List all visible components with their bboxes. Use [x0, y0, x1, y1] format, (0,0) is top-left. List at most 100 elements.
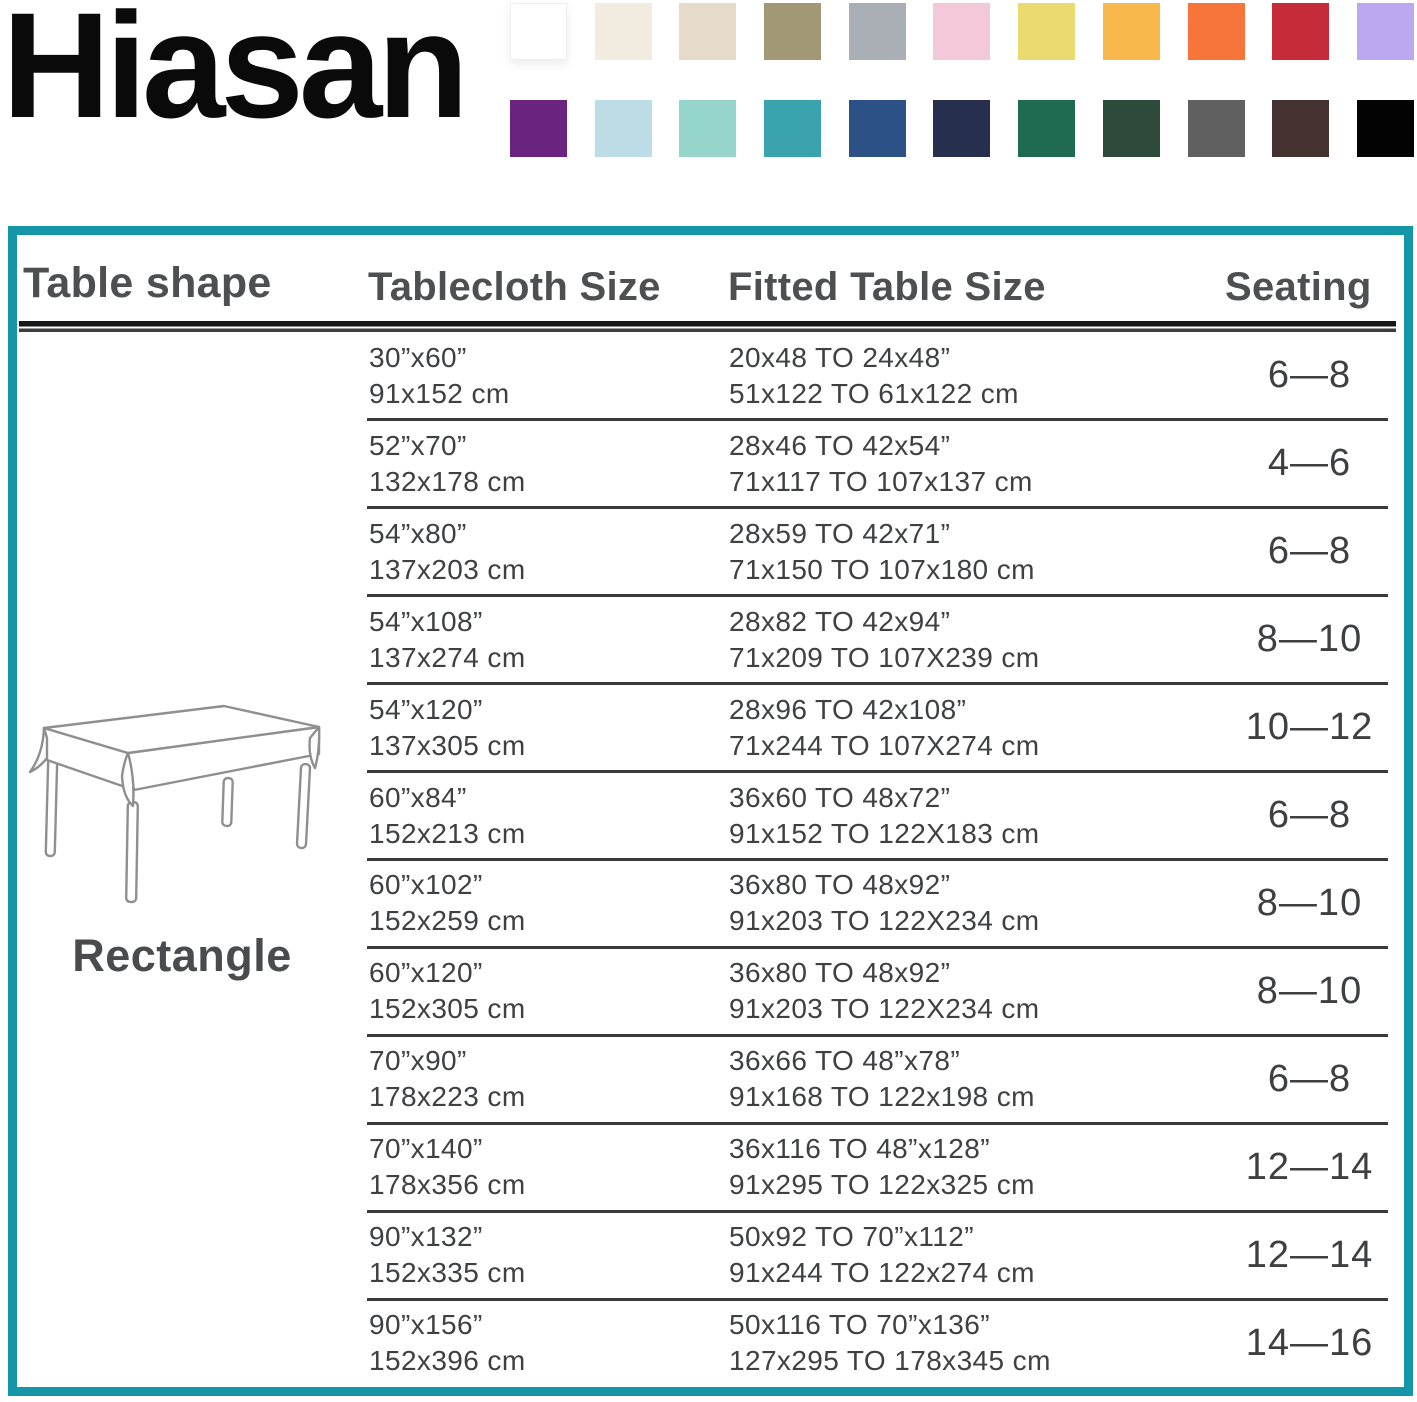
fitted-size-cm: 71x209 TO 107X239 cm: [729, 641, 1040, 673]
tablecloth-size-inches: 60”x84”: [369, 781, 467, 813]
tablecloth-size-inches: 54”x80”: [369, 517, 467, 549]
fitted-size-cm: 91x244 TO 122x274 cm: [729, 1257, 1035, 1289]
tablecloth-size-inches: 52”x70”: [369, 429, 467, 461]
fitted-table-size-cell: 36x66 TO 48”x78” 91x168 TO 122x198 cm: [729, 1046, 1225, 1112]
tablecloth-size-cell: 54”x120” 137x305 cm: [367, 693, 729, 761]
fitted-table-size-cell: 28x82 TO 42x94” 71x209 TO 107X239 cm: [729, 605, 1225, 673]
fitted-size-inches: 36x116 TO 48”x128”: [729, 1133, 990, 1165]
shape-label: Rectangle: [72, 930, 292, 981]
tablecloth-size-cell: 52”x70” 132x178 cm: [367, 429, 729, 497]
color-swatch: [594, 3, 652, 60]
column-header-table-shape: Table shape: [23, 259, 272, 307]
fitted-size-inches: 50x116 TO 70”x136”: [729, 1309, 990, 1341]
tablecloth-size-inches: 30”x60”: [369, 341, 467, 373]
size-rows: 30”x60” 91x152 cm 20x48 TO 24x48” 51x122…: [367, 332, 1404, 1387]
seating-range: 6—8: [1267, 530, 1352, 573]
size-chart-table: Table shape Tablecloth Size Fitted Table…: [8, 226, 1413, 1396]
tablecloth-size-cell: 90”x132” 152x335 cm: [367, 1222, 729, 1288]
color-swatch: [1187, 100, 1245, 157]
fitted-size-cm: 91x295 TO 122x325 cm: [729, 1169, 1035, 1201]
color-swatch: [594, 100, 652, 157]
seating-range: 4—6: [1267, 442, 1352, 485]
fitted-size-cm: 91x203 TO 122X234 cm: [729, 905, 1040, 937]
tablecloth-size-cm: 152x305 cm: [369, 993, 526, 1025]
fitted-size-cm: 91x168 TO 122x198 cm: [729, 1081, 1035, 1113]
tablecloth-size-cm: 137x305 cm: [369, 729, 526, 761]
fitted-table-size-cell: 50x92 TO 70”x112” 91x244 TO 122x274 cm: [729, 1222, 1225, 1288]
tablecloth-size-inches: 54”x120”: [369, 693, 483, 725]
color-swatch: [1356, 3, 1414, 60]
tablecloth-size-cell: 54”x80” 137x203 cm: [367, 517, 729, 585]
fitted-table-size-cell: 50x116 TO 70”x136” 127x295 TO 178x345 cm: [729, 1310, 1225, 1376]
fitted-table-size-cell: 36x80 TO 48x92” 91x203 TO 122X234 cm: [729, 958, 1225, 1024]
fitted-size-cm: 71x150 TO 107x180 cm: [729, 553, 1035, 585]
fitted-size-inches: 28x82 TO 42x94”: [729, 605, 951, 637]
seating-range: 12—14: [1245, 1145, 1374, 1188]
fitted-table-size-cell: 36x116 TO 48”x128” 91x295 TO 122x325 cm: [729, 1134, 1225, 1200]
color-swatch: [933, 3, 991, 60]
tablecloth-size-cell: 60”x84” 152x213 cm: [367, 781, 729, 849]
tablecloth-size-cell: 60”x102” 152x259 cm: [367, 870, 729, 936]
fitted-size-inches: 36x80 TO 48x92”: [729, 957, 951, 989]
table-row: 60”x84” 152x213 cm 36x60 TO 48x72” 91x15…: [367, 772, 1404, 861]
column-header-fitted-table-size: Fitted Table Size: [728, 265, 1046, 309]
fitted-size-inches: 28x59 TO 42x71”: [729, 517, 951, 549]
tablecloth-size-inches: 70”x140”: [369, 1133, 483, 1165]
tablecloth-size-cell: 54”x108” 137x274 cm: [367, 606, 729, 673]
seating-range: 14—16: [1245, 1321, 1374, 1364]
fitted-size-cm: 71x117 TO 107x137 cm: [729, 465, 1033, 497]
tablecloth-size-cell: 30”x60” 91x152 cm: [367, 341, 729, 409]
color-swatch: [1102, 100, 1160, 157]
fitted-size-cm: 91x203 TO 122X234 cm: [729, 993, 1040, 1025]
seating-range: 8—10: [1256, 881, 1363, 924]
table-row: 30”x60” 91x152 cm 20x48 TO 24x48” 51x122…: [367, 332, 1404, 422]
tablecloth-size-cm: 152x396 cm: [369, 1345, 526, 1377]
tablecloth-size-cell: 70”x90” 178x223 cm: [367, 1046, 729, 1112]
fitted-table-size-cell: 28x46 TO 42x54” 71x117 TO 107x137 cm: [729, 429, 1225, 497]
color-swatch: [848, 100, 906, 157]
column-header-seating: Seating: [1225, 265, 1372, 309]
tablecloth-size-cm: 178x223 cm: [369, 1081, 526, 1113]
table-shape-column: Rectangle: [17, 332, 367, 1387]
fitted-table-size-cell: 28x96 TO 42x108” 71x244 TO 107X274 cm: [729, 694, 1225, 761]
table-row: 52”x70” 132x178 cm 28x46 TO 42x54” 71x11…: [367, 420, 1404, 510]
fitted-size-inches: 28x46 TO 42x54”: [729, 429, 951, 461]
color-swatch: [1272, 100, 1330, 157]
tablecloth-size-cell: 70”x140” 178x356 cm: [367, 1134, 729, 1200]
table-row: 60”x120” 152x305 cm 36x80 TO 48x92” 91x2…: [367, 947, 1404, 1037]
color-swatch: [1356, 100, 1414, 157]
color-swatch: [764, 3, 822, 60]
table-row: 54”x108” 137x274 cm 28x82 TO 42x94” 71x2…: [367, 596, 1404, 686]
fitted-size-inches: 36x80 TO 48x92”: [729, 869, 951, 901]
fitted-size-cm: 71x244 TO 107X274 cm: [729, 729, 1040, 761]
fitted-table-size-cell: 28x59 TO 42x71” 71x150 TO 107x180 cm: [729, 517, 1225, 585]
tablecloth-size-inches: 90”x156”: [369, 1309, 483, 1341]
seating-range: 8—10: [1256, 969, 1363, 1012]
seating-range: 6—8: [1267, 354, 1352, 397]
color-swatch: [1187, 3, 1245, 60]
table-row: 60”x102” 152x259 cm 36x80 TO 48x92” 91x2…: [367, 860, 1404, 949]
tablecloth-size-cell: 90”x156” 152x396 cm: [367, 1310, 729, 1376]
seating-range: 6—8: [1267, 794, 1352, 837]
color-swatch: [510, 100, 567, 157]
fitted-table-size-cell: 20x48 TO 24x48” 51x122 TO 61x122 cm: [729, 342, 1225, 409]
table-row: 70”x140” 178x356 cm 36x116 TO 48”x128” 9…: [367, 1123, 1404, 1213]
brand-logo: Hiasan: [2, 0, 469, 149]
fitted-size-cm: 91x152 TO 122X183 cm: [729, 817, 1040, 849]
tablecloth-size-inches: 60”x120”: [369, 957, 483, 989]
table-row: 90”x132” 152x335 cm 50x92 TO 70”x112” 91…: [367, 1211, 1404, 1301]
column-header-tablecloth-size: Tablecloth Size: [368, 265, 661, 309]
tablecloth-size-cm: 137x274 cm: [369, 641, 526, 673]
fitted-size-inches: 36x60 TO 48x72”: [729, 781, 951, 813]
color-swatch: [1272, 3, 1330, 60]
tablecloth-size-cm: 132x178 cm: [369, 465, 526, 497]
color-swatch: [510, 3, 567, 60]
fitted-table-size-cell: 36x60 TO 48x72” 91x152 TO 122X183 cm: [729, 781, 1225, 849]
tablecloth-size-inches: 70”x90”: [369, 1045, 467, 1077]
fitted-size-inches: 36x66 TO 48”x78”: [729, 1045, 961, 1077]
color-swatch: [679, 100, 737, 157]
table-row: 54”x120” 137x305 cm 28x96 TO 42x108” 71x…: [367, 684, 1404, 774]
seating-range: 10—12: [1245, 706, 1374, 749]
color-swatch: [1018, 3, 1076, 60]
color-swatch: [848, 3, 906, 60]
